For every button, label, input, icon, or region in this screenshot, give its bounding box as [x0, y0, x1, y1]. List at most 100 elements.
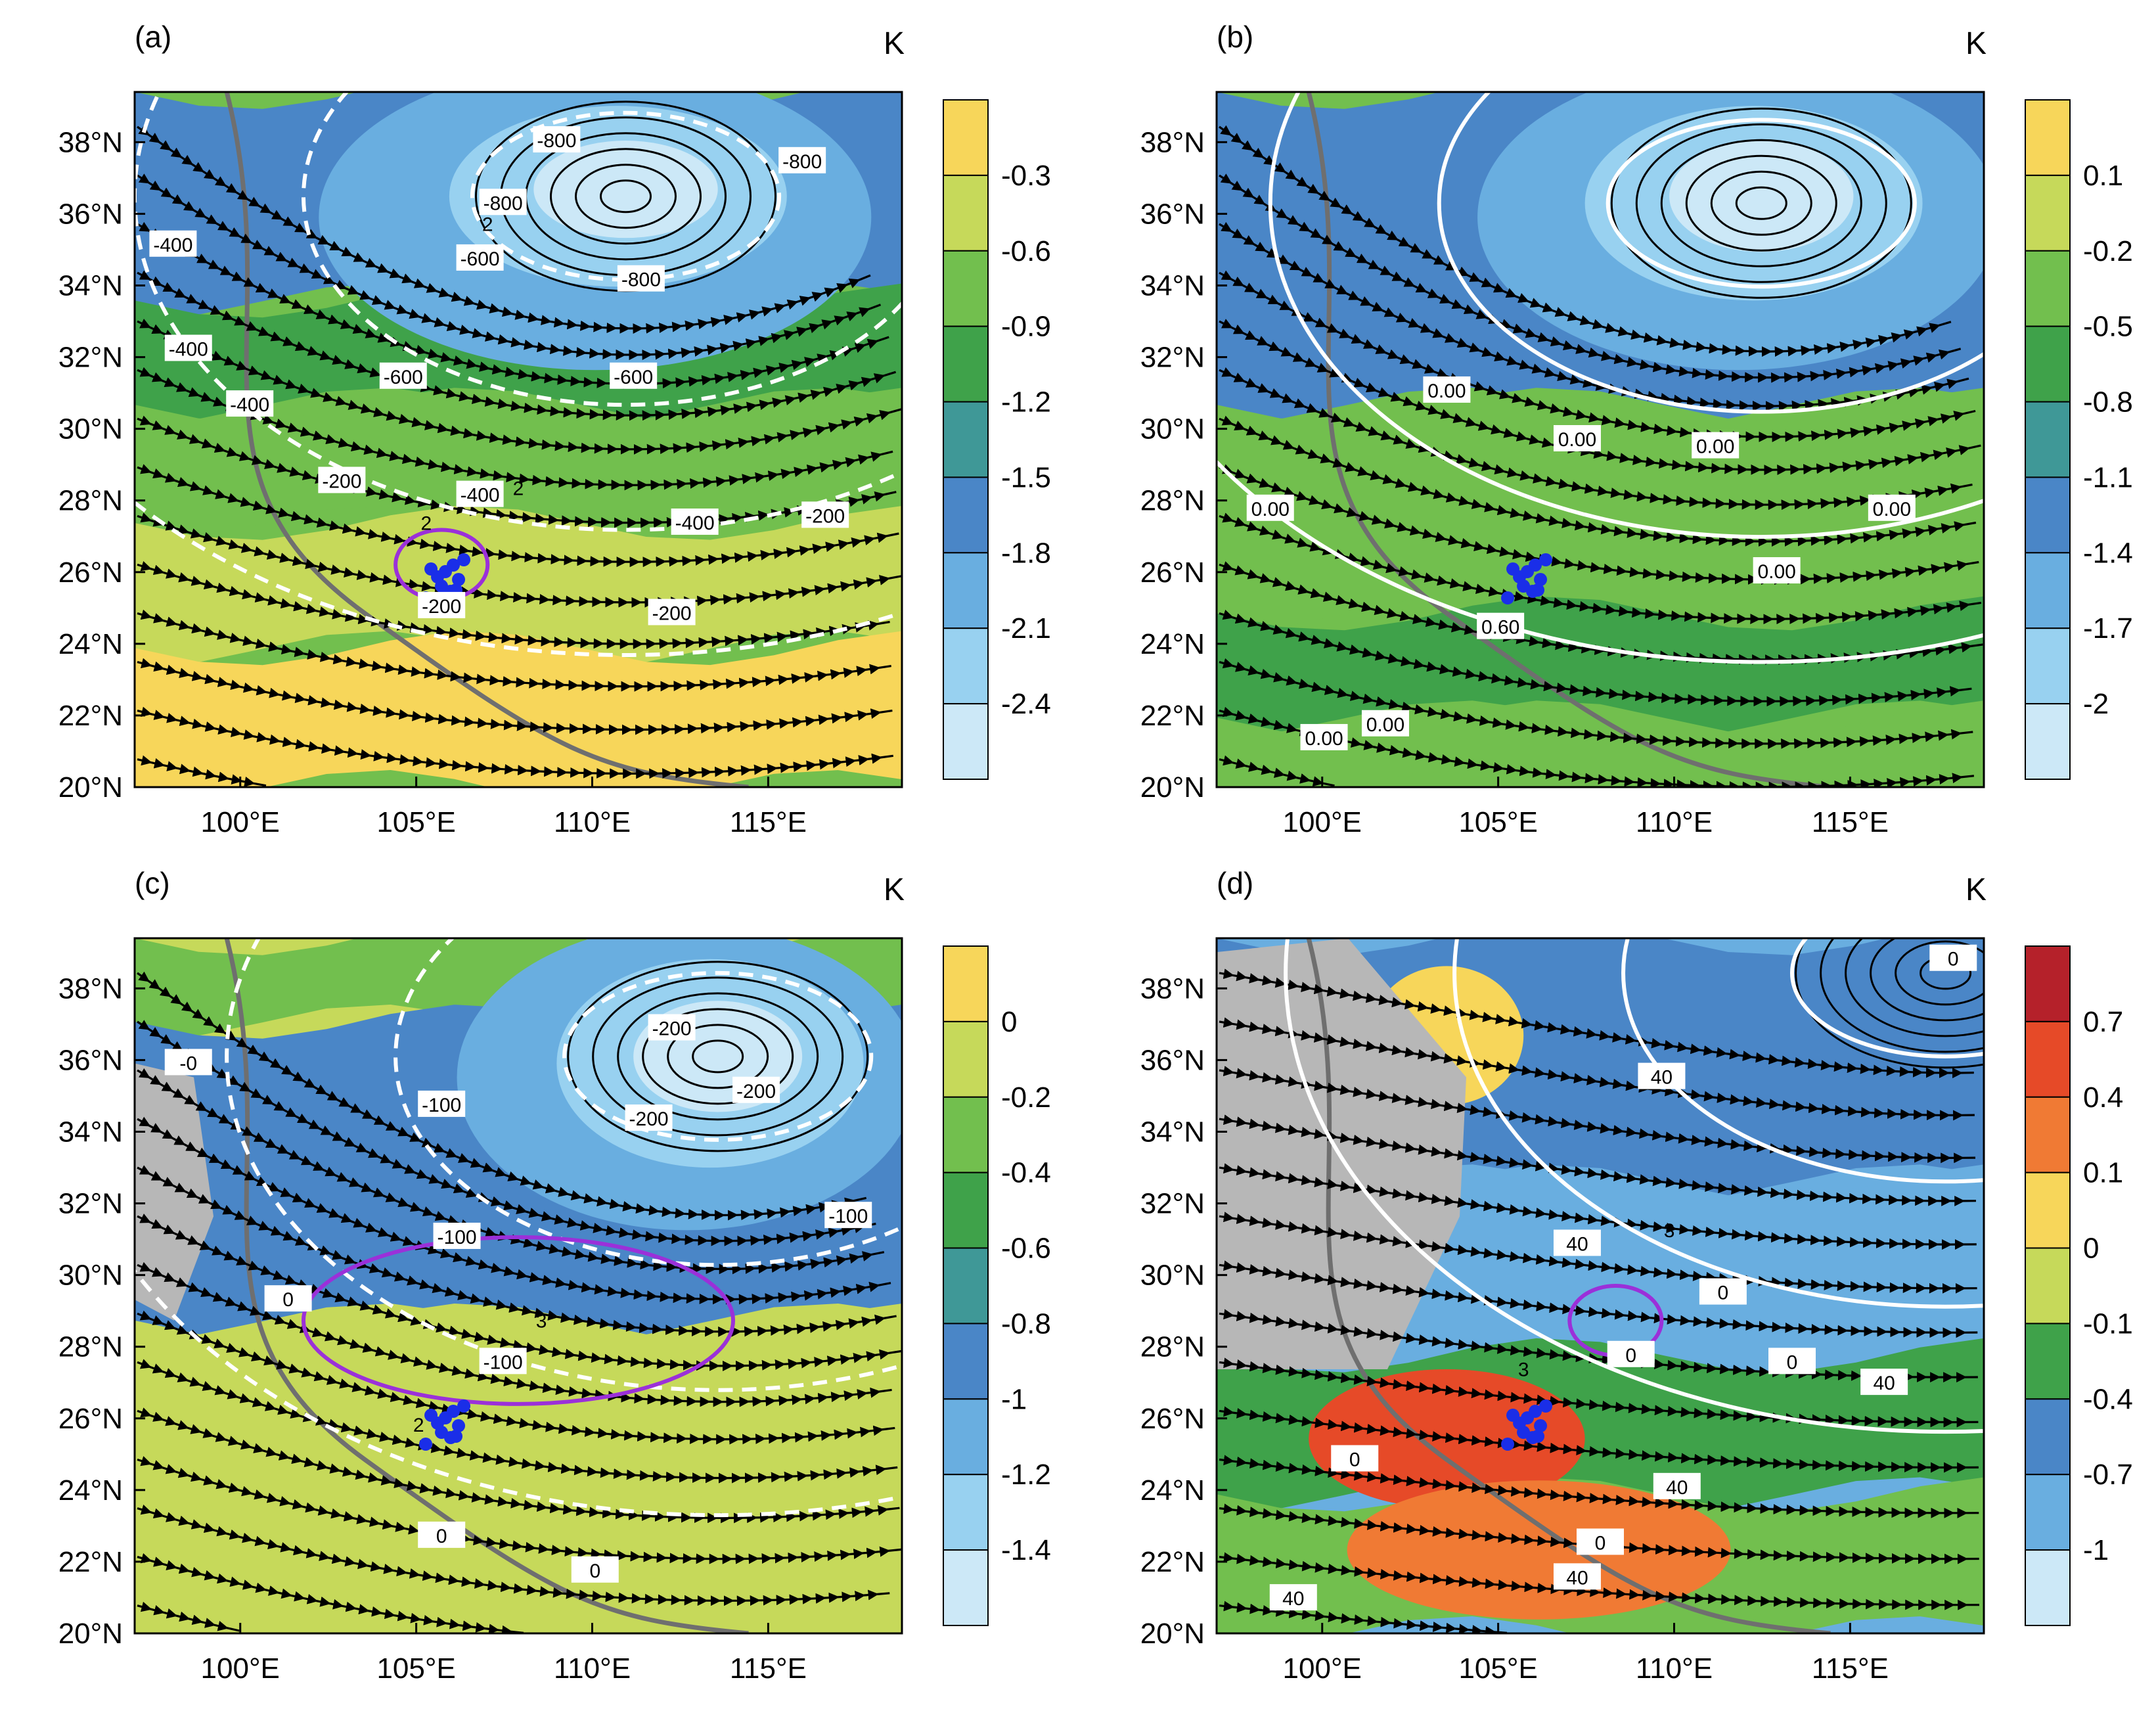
- colorbar-label: 0.1: [2083, 1157, 2123, 1189]
- y-tick-label: 34°N: [1140, 1116, 1205, 1148]
- contour-label-box: [1423, 376, 1471, 403]
- purple-contour-label: 2: [482, 214, 493, 236]
- y-tick-label: 34°N: [1140, 269, 1205, 302]
- contour-label-text: 0.00: [1558, 429, 1596, 451]
- contour-label: -800: [617, 265, 665, 292]
- contour-label: -100: [479, 1348, 527, 1374]
- y-tick-label: 32°N: [58, 1188, 123, 1220]
- contour-label-box: [1269, 1584, 1317, 1611]
- contour-label-text: -200: [805, 505, 845, 527]
- streamline-ring: [1845, 938, 1984, 1037]
- streamline-ring: [1735, 186, 1787, 220]
- contour-label-box: [433, 1222, 481, 1249]
- white-contour: [1621, 938, 1984, 1184]
- white-contour: [1452, 938, 1984, 1309]
- station-dot: [1539, 1399, 1553, 1413]
- map-frame: [133, 91, 903, 788]
- y-tick-label: 32°N: [1140, 1188, 1205, 1220]
- contour-label: 0.00: [1692, 432, 1740, 459]
- colorbar-label: -0.6: [1001, 235, 1051, 267]
- streamline: [1219, 1552, 1980, 1610]
- station-dot: [1534, 1419, 1548, 1433]
- streamline-ring: [617, 992, 819, 1121]
- colorbar-label: 0.1: [2083, 160, 2123, 192]
- colorbar-swatch: [2025, 250, 2071, 327]
- y-tick-label: 28°N: [1140, 485, 1205, 517]
- y-tick-label: 26°N: [58, 556, 123, 589]
- station-dot: [424, 562, 438, 576]
- station-dot: [1529, 558, 1542, 572]
- white-contour: [135, 500, 902, 657]
- y-tick-label: 36°N: [1140, 1044, 1205, 1076]
- white-contour: [562, 970, 874, 1142]
- y-tick-label: 24°N: [58, 628, 123, 660]
- streamline: [1219, 755, 1335, 787]
- contour-label-box: [648, 599, 696, 625]
- contour-label-box: [1300, 723, 1348, 750]
- contour-label-box: [1692, 432, 1740, 459]
- colorbar-swatch: [943, 1549, 989, 1626]
- contour-label: 40: [1653, 1472, 1701, 1499]
- contour-label-text: -400: [675, 512, 715, 534]
- contour-label-text: 0.00: [1366, 714, 1404, 736]
- colorbar-label: -1.1: [2083, 461, 2133, 493]
- colorbar-label: -1.4: [1001, 1534, 1051, 1566]
- contour-label-box: [1577, 1528, 1624, 1555]
- contour-label-text: 40: [1566, 1567, 1588, 1589]
- contour-label-text: -200: [736, 1081, 776, 1102]
- x-tick-label: 115°E: [1812, 1652, 1889, 1685]
- y-tick-label: 22°N: [58, 700, 123, 732]
- contour-label-box: [1638, 1062, 1686, 1089]
- contour-label-box: [1477, 612, 1525, 639]
- colorbar-swatch: [2025, 1323, 2071, 1400]
- contour-label: 0: [1607, 1340, 1655, 1367]
- x-tick-label: 115°E: [1812, 806, 1889, 838]
- contour-label-text: -100: [422, 1095, 461, 1116]
- contour-label-text: -200: [422, 596, 461, 618]
- colorbar-label: 0.4: [2083, 1081, 2123, 1114]
- streamline-ring: [1685, 154, 1837, 252]
- x-tick-label: 115°E: [730, 1652, 807, 1685]
- contour-label-box: [610, 362, 658, 389]
- colorbar-label: -2.1: [1001, 612, 1051, 645]
- y-tick-label: 24°N: [58, 1474, 123, 1507]
- contour-label-box: [648, 1014, 696, 1041]
- station-dot: [419, 1438, 433, 1451]
- contour-label: -400: [149, 230, 197, 257]
- contour-label-box: [671, 508, 719, 535]
- contour-label-box: [264, 1285, 312, 1312]
- purple-contour-label: 2: [420, 513, 432, 535]
- contour-label-text: -200: [322, 470, 361, 492]
- contour-label-text: 0: [282, 1289, 294, 1311]
- contour-label-text: -0: [179, 1053, 197, 1074]
- colorbar-label: -0.4: [1001, 1157, 1051, 1189]
- contour-label-box: [732, 1076, 780, 1103]
- colorbar-swatch: [943, 1171, 989, 1249]
- contour-label: 0.00: [1868, 494, 1916, 521]
- contour-label-box: [1607, 1340, 1655, 1367]
- colorbar-swatch: [2025, 476, 2071, 554]
- y-tick-label: 30°N: [58, 413, 123, 445]
- colorbar-swatch: [943, 325, 989, 403]
- streamline-ring: [1660, 139, 1862, 267]
- contour-label-text: -400: [230, 394, 269, 416]
- colorbar-swatch: [2025, 703, 2071, 780]
- contour-label: 40: [1553, 1229, 1601, 1256]
- colorbar-swatch: [943, 1474, 989, 1551]
- contour-label-box: [479, 1348, 527, 1374]
- contour-label-box: [418, 1090, 466, 1117]
- colorbar-swatch: [943, 627, 989, 705]
- colorbar-label: -0.5: [2083, 311, 2133, 343]
- purple-contour-label: 3: [1518, 1359, 1529, 1381]
- contour-label: -200: [648, 599, 696, 625]
- y-tick-label: 36°N: [58, 1044, 123, 1076]
- contour-label: 0: [1929, 944, 1977, 971]
- y-tick-label: 36°N: [1140, 198, 1205, 230]
- colorbar-label: -0.3: [1001, 160, 1051, 192]
- colorbar-label: 0: [1001, 1006, 1017, 1038]
- streamline-ring: [1895, 940, 1984, 1006]
- y-tick-label: 20°N: [58, 771, 123, 804]
- contour-label-text: -800: [483, 193, 523, 214]
- map-panel-c: -200 -200 -200 -100 -100 -100 -100 0 0 0 -0 3 2 38°N 3…: [58, 866, 1051, 1685]
- white-contour: [225, 938, 902, 1392]
